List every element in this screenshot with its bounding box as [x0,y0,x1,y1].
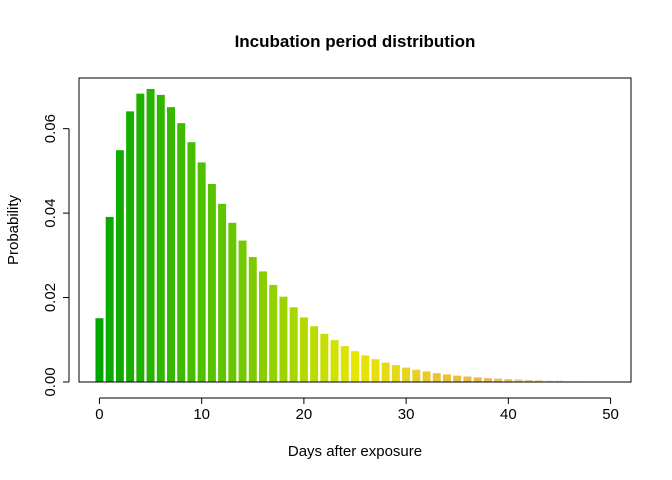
x-tick-label: 30 [398,406,415,423]
bar-day-40 [504,379,513,382]
bar-day-25 [351,351,359,382]
bar-day-19 [289,307,298,382]
bar-day-8 [177,123,186,383]
chart-title: Incubation period distribution [235,32,476,51]
y-tick-label: 0.06 [42,114,59,143]
bar-day-34 [443,374,451,382]
y-tick-label: 0.04 [42,199,59,228]
y-axis-label: Probability [5,194,22,265]
bar-day-6 [156,94,165,382]
bar-day-45 [555,380,564,382]
bar-day-42 [524,379,533,382]
bar-day-21 [310,326,319,382]
bar-day-3 [126,111,135,383]
y-tick-label: 0.02 [42,283,59,312]
bar-day-12 [218,203,227,382]
y-tick-label: 0.00 [42,367,59,396]
bar-day-7 [167,107,175,382]
bar-day-28 [381,362,390,382]
bar-day-30 [402,367,411,382]
bar-day-24 [340,346,349,382]
x-axis: 0 10 20 30 40 50 [95,397,619,423]
bar-day-35 [453,375,462,382]
x-axis-label: Days after exposure [288,443,422,460]
bar-day-38 [483,378,492,382]
bar-day-9 [187,142,196,382]
bar-day-4 [136,93,145,383]
x-tick-label: 20 [296,406,313,423]
bar-series [95,88,615,383]
bar-day-15 [248,257,257,382]
bar-day-0 [95,318,104,382]
bar-day-23 [330,340,339,382]
bar-day-32 [422,371,431,382]
bar-day-11 [207,183,216,382]
bar-day-39 [494,378,503,382]
bar-day-31 [412,369,421,382]
bar-day-29 [391,365,400,382]
bar-day-18 [279,296,288,382]
bar-day-16 [259,271,267,382]
bar-day-44 [545,380,554,382]
bar-day-17 [269,284,278,382]
bar-day-36 [463,376,472,382]
bar-day-33 [432,373,441,382]
bar-day-14 [238,240,247,382]
bar-day-41 [514,379,523,382]
bar-day-5 [146,88,155,382]
plot-frame [78,77,632,383]
bar-day-10 [197,162,206,382]
x-tick-label: 10 [193,406,210,423]
bar-day-2 [115,150,124,382]
bar-day-1 [105,216,114,382]
bar-day-26 [361,355,370,382]
bar-day-37 [473,377,482,382]
bar-day-13 [228,222,237,382]
x-tick-label: 50 [602,406,619,423]
x-tick-label: 0 [95,406,103,423]
bar-day-22 [320,333,329,382]
bar-day-27 [371,359,380,382]
bar-day-43 [535,380,543,382]
x-tick-label: 40 [500,406,517,423]
y-axis: 0.00 0.02 0.04 0.06 [42,114,70,397]
bar-day-20 [299,317,308,382]
